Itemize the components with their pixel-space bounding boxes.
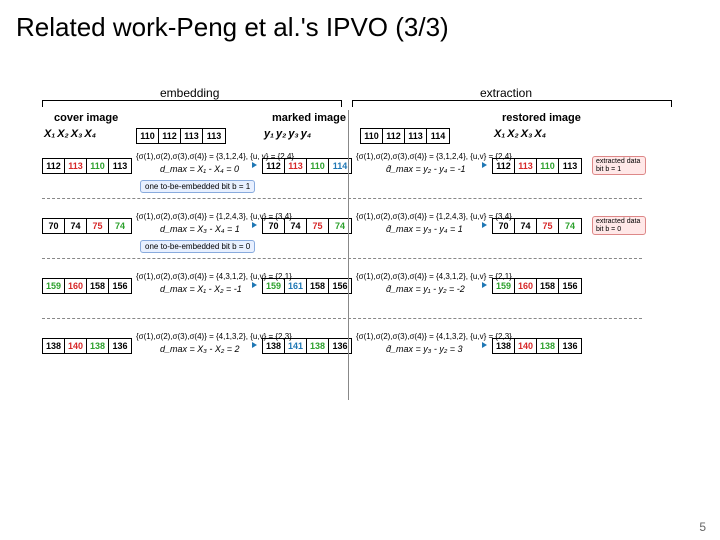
cell: 160 bbox=[515, 279, 537, 293]
cell: 138 bbox=[263, 339, 285, 353]
cell: 74 bbox=[109, 219, 131, 233]
cell: 159 bbox=[263, 279, 285, 293]
cell: 112 bbox=[43, 159, 65, 173]
cover-row-0: 112113110113 bbox=[42, 158, 132, 174]
cell: 140 bbox=[65, 339, 87, 353]
cell: 113 bbox=[109, 159, 131, 173]
cell: 74 bbox=[515, 219, 537, 233]
dmax-r-0: d̂_max = y₂ - y₄ = -1 bbox=[386, 164, 466, 174]
dash-1 bbox=[42, 258, 642, 259]
embed-badge-0: one to-be-embedded bit b = 1 bbox=[140, 180, 255, 193]
cell: 140 bbox=[515, 339, 537, 353]
diagram-area: embedding extraction cover image marked … bbox=[40, 100, 680, 420]
cell: 74 bbox=[285, 219, 307, 233]
cell: 75 bbox=[537, 219, 559, 233]
sigma-r-0: {σ(1),σ(2),σ(3),σ(4)} = {3,1,2,4}, {u,v}… bbox=[356, 152, 512, 161]
cell: 158 bbox=[307, 279, 329, 293]
xvars-restored: X₁X₂X₃X₄ bbox=[494, 128, 546, 140]
cell: 158 bbox=[87, 279, 109, 293]
cell: 112 bbox=[493, 159, 515, 173]
cell: 113 bbox=[65, 159, 87, 173]
cover-row-3: 138140138136 bbox=[42, 338, 132, 354]
dmax-l-2: d_max = X₁ - X₂ = -1 bbox=[160, 284, 242, 294]
cell: 113 bbox=[559, 159, 581, 173]
cell: 70 bbox=[493, 219, 515, 233]
cover-row-1: 70747574 bbox=[42, 218, 132, 234]
cell: 138 bbox=[307, 339, 329, 353]
cell: 113 bbox=[285, 159, 307, 173]
arrow-l-3 bbox=[252, 342, 257, 348]
sigma-l-0: {σ(1),σ(2),σ(3),σ(4)} = {3,1,2,4}, {u, v… bbox=[136, 152, 294, 161]
extract-badge-1: extracted data bit b = 0 bbox=[592, 216, 646, 235]
restored-label: restored image bbox=[502, 112, 581, 124]
dmax-r-2: d̂_max = y₁ - y₂ = -2 bbox=[386, 284, 465, 294]
embedding-brace bbox=[42, 100, 342, 108]
cell: 159 bbox=[493, 279, 515, 293]
cell: 138 bbox=[537, 339, 559, 353]
sigma-r-1: {σ(1),σ(2),σ(3),σ(4)} = {1,2,4,3}, {u,v}… bbox=[356, 212, 512, 221]
cell: 75 bbox=[307, 219, 329, 233]
dmax-l-0: d_max = X₁ - X₄ = 0 bbox=[160, 164, 239, 174]
cell: 136 bbox=[109, 339, 131, 353]
dash-0 bbox=[42, 198, 642, 199]
dmax-r-1: d̂_max = y₃ - y₄ = 1 bbox=[386, 224, 463, 234]
cell: 110 bbox=[87, 159, 109, 173]
arrow-r-1 bbox=[482, 222, 487, 228]
cell: 74 bbox=[65, 219, 87, 233]
cover-label: cover image bbox=[54, 112, 118, 124]
cell: 141 bbox=[285, 339, 307, 353]
sigma-r-3: {σ(1),σ(2),σ(3),σ(4)} = {4,1,3,2}, {u,v}… bbox=[356, 332, 512, 341]
cell: 110 bbox=[537, 159, 559, 173]
extract-badge-0: extracted data bit b = 1 bbox=[592, 156, 646, 175]
cell: 110 bbox=[307, 159, 329, 173]
top-strip-left: 110 112 113 113 bbox=[136, 128, 226, 144]
arrow-r-3 bbox=[482, 342, 487, 348]
extraction-label: extraction bbox=[480, 86, 532, 100]
cell: 136 bbox=[559, 339, 581, 353]
sigma-l-3: {σ(1),σ(2),σ(3),σ(4)} = {4,1,3,2}, {u,v}… bbox=[136, 332, 292, 341]
yvars-marked: y₁y₂y₃y₄ bbox=[264, 128, 311, 140]
sigma-l-2: {σ(1),σ(2),σ(3),σ(4)} = {4,3,1,2}, {u,v}… bbox=[136, 272, 292, 281]
cell: 70 bbox=[263, 219, 285, 233]
embed-badge-1: one to-be-embedded bit b = 0 bbox=[140, 240, 255, 253]
cell: 138 bbox=[87, 339, 109, 353]
marked-label: marked image bbox=[272, 112, 346, 124]
top-strip-right: 110 112 113 114 bbox=[360, 128, 450, 144]
arrow-l-2 bbox=[252, 282, 257, 288]
slide-title: Related work-Peng et al.'s IPVO (3/3) bbox=[0, 0, 720, 43]
arrow-l-1 bbox=[252, 222, 257, 228]
cell: 70 bbox=[43, 219, 65, 233]
xvars-cover: X₁X₂X₃X₄ bbox=[44, 128, 96, 140]
dmax-l-1: d_max = X₃ - X₄ = 1 bbox=[160, 224, 240, 234]
dmax-r-3: d̂_max = y₃ - y₂ = 3 bbox=[386, 344, 463, 354]
extraction-brace bbox=[352, 100, 672, 108]
sigma-l-1: {σ(1),σ(2),σ(3),σ(4)} = {1,2,4,3}, {u,v}… bbox=[136, 212, 292, 221]
vline-1 bbox=[348, 110, 349, 400]
arrow-r-2 bbox=[482, 282, 487, 288]
dmax-l-3: d_max = X₃ - X₂ = 2 bbox=[160, 344, 240, 354]
sigma-r-2: {σ(1),σ(2),σ(3),σ(4)} = {4,3,1,2}, {u,v}… bbox=[356, 272, 512, 281]
page-number: 5 bbox=[699, 520, 706, 534]
cell: 138 bbox=[493, 339, 515, 353]
cell: 156 bbox=[109, 279, 131, 293]
arrow-l-0 bbox=[252, 162, 257, 168]
cell: 160 bbox=[65, 279, 87, 293]
arrow-r-0 bbox=[482, 162, 487, 168]
cell: 159 bbox=[43, 279, 65, 293]
dash-2 bbox=[42, 318, 642, 319]
cell: 158 bbox=[537, 279, 559, 293]
cell: 138 bbox=[43, 339, 65, 353]
cell: 161 bbox=[285, 279, 307, 293]
cell: 156 bbox=[559, 279, 581, 293]
cell: 75 bbox=[87, 219, 109, 233]
cover-row-2: 159160158156 bbox=[42, 278, 132, 294]
cell: 113 bbox=[515, 159, 537, 173]
embedding-label: embedding bbox=[160, 86, 219, 100]
cell: 74 bbox=[559, 219, 581, 233]
cell: 112 bbox=[263, 159, 285, 173]
